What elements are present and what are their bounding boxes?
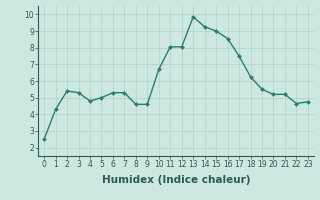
X-axis label: Humidex (Indice chaleur): Humidex (Indice chaleur) — [102, 175, 250, 185]
